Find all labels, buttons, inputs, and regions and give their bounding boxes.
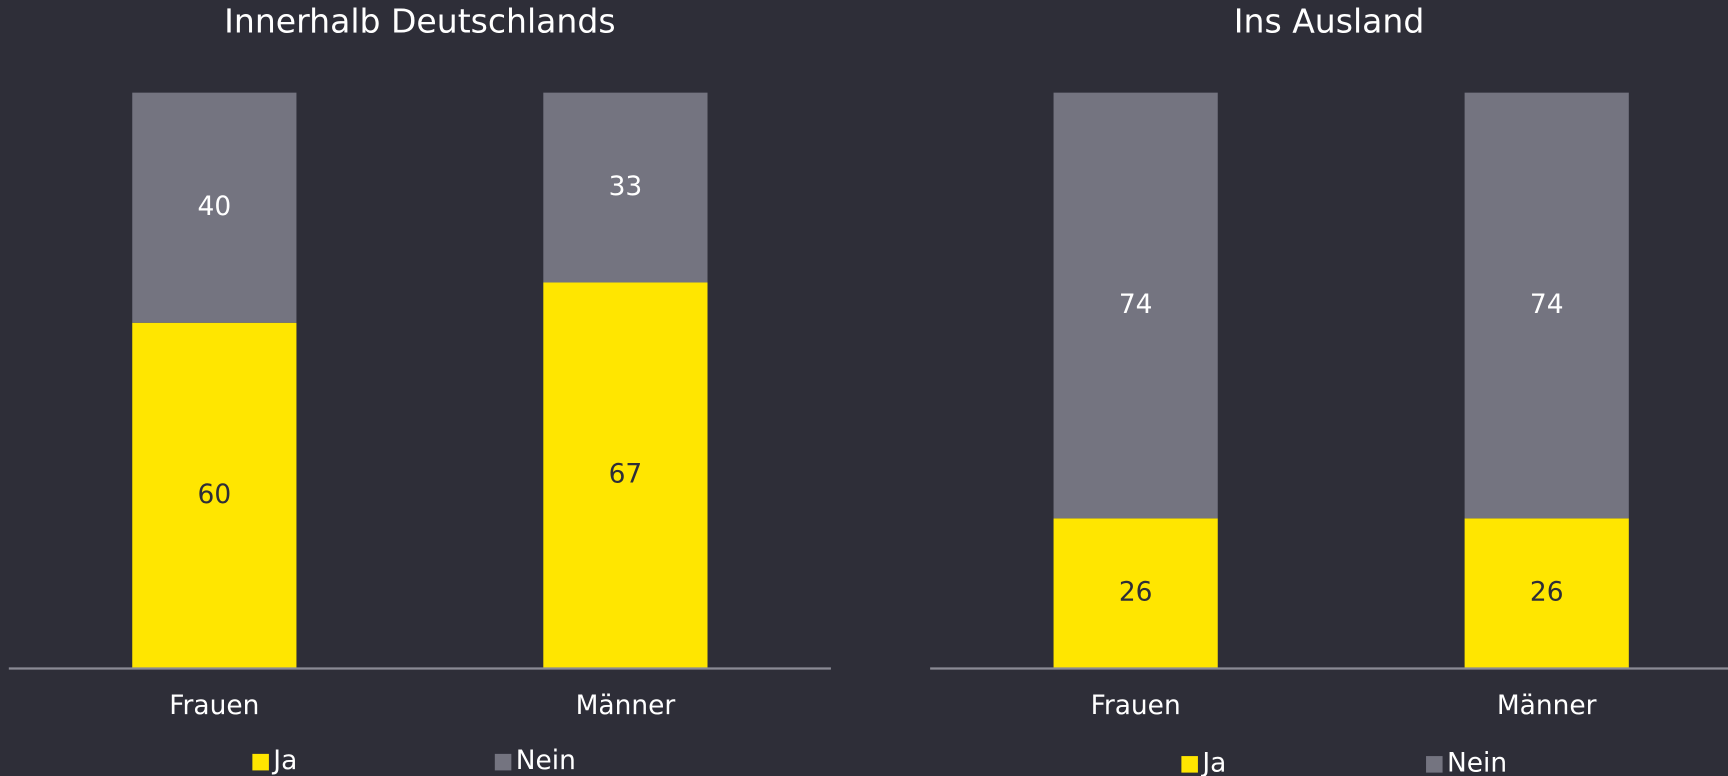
x-tick-label: Frauen (1091, 690, 1181, 721)
value-label: 74 (1530, 289, 1564, 320)
value-label: 33 (609, 171, 643, 202)
bar-segment (1464, 518, 1629, 668)
chart-title: Innerhalb Deutschlands (224, 2, 615, 41)
legend-swatch (1426, 756, 1443, 773)
bar-segment (543, 92, 708, 283)
value-label: 40 (198, 191, 232, 222)
legend-label: Nein (516, 745, 576, 776)
bar-segment (132, 92, 297, 323)
bar-segment (1464, 92, 1629, 519)
chart-title: Ins Ausland (1234, 2, 1425, 41)
x-tick-label: Männer (576, 690, 676, 721)
legend-label: Nein (1447, 747, 1507, 776)
legend-swatch (1181, 756, 1198, 773)
bar-segment (132, 322, 297, 668)
value-label: 26 (1119, 577, 1153, 608)
bar-segment (543, 282, 708, 668)
legend-label: Ja (1200, 747, 1226, 776)
legend-swatch (252, 753, 269, 771)
value-label: 74 (1119, 289, 1153, 320)
x-tick-label: Männer (1497, 690, 1597, 721)
value-label: 26 (1530, 577, 1564, 608)
legend-swatch (494, 753, 512, 771)
bar-segment (1053, 518, 1218, 668)
x-tick-label: Frauen (169, 690, 259, 721)
bar-segment (1053, 92, 1218, 519)
value-label: 60 (198, 479, 232, 510)
value-label: 67 (609, 459, 643, 490)
legend-label: Ja (271, 745, 297, 776)
